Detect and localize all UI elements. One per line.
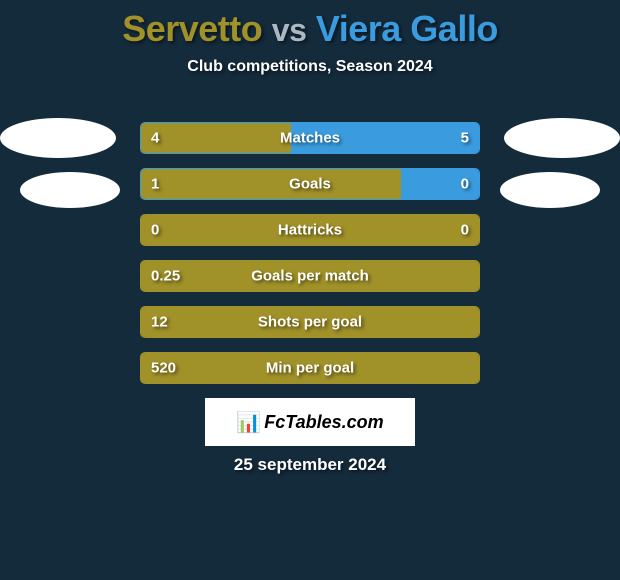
logo-text: FcTables.com bbox=[264, 412, 383, 433]
bar-value-left: 12 bbox=[151, 314, 168, 331]
bar-label: Hattricks bbox=[278, 222, 342, 239]
stat-bar: Goals 1 0 bbox=[140, 168, 480, 200]
stat-bar: Min per goal 520 bbox=[140, 352, 480, 384]
bar-label: Goals bbox=[289, 176, 331, 193]
bar-value-left: 0 bbox=[151, 222, 159, 239]
date-text: 25 september 2024 bbox=[0, 455, 620, 475]
stats-bars-container: Matches 4 5 Goals 1 0 Hattricks 0 0 Goals per mat… bbox=[140, 122, 480, 398]
player1-avatar-ellipse-bottom bbox=[20, 172, 120, 208]
bar-value-left: 520 bbox=[151, 360, 176, 377]
bar-label: Shots per goal bbox=[258, 314, 362, 331]
player1-avatar-ellipse-top bbox=[0, 118, 116, 158]
bar-value-left: 0.25 bbox=[151, 268, 180, 285]
page-title: Servetto vs Viera Gallo bbox=[0, 0, 620, 50]
bar-value-right: 0 bbox=[461, 176, 469, 193]
bar-value-right: 5 bbox=[461, 130, 469, 147]
player2-name: Viera Gallo bbox=[316, 8, 498, 49]
vs-text: vs bbox=[272, 12, 307, 48]
stat-bar: Matches 4 5 bbox=[140, 122, 480, 154]
fctables-logo: 📊 FcTables.com bbox=[205, 398, 415, 446]
bar-value-right: 0 bbox=[461, 222, 469, 239]
bar-segment-left bbox=[141, 123, 291, 153]
player1-name: Servetto bbox=[122, 8, 262, 49]
bar-value-left: 1 bbox=[151, 176, 159, 193]
player2-avatar-ellipse-top bbox=[504, 118, 620, 158]
bar-segment-left bbox=[141, 169, 401, 199]
stat-bar: Hattricks 0 0 bbox=[140, 214, 480, 246]
subtitle: Club competitions, Season 2024 bbox=[0, 58, 620, 76]
player2-avatar-ellipse-bottom bbox=[500, 172, 600, 208]
bar-label: Min per goal bbox=[266, 360, 354, 377]
bar-label: Goals per match bbox=[251, 268, 369, 285]
bar-value-left: 4 bbox=[151, 130, 159, 147]
chart-icon: 📊 bbox=[236, 410, 261, 435]
stat-bar: Goals per match 0.25 bbox=[140, 260, 480, 292]
bar-label: Matches bbox=[280, 130, 340, 147]
stat-bar: Shots per goal 12 bbox=[140, 306, 480, 338]
